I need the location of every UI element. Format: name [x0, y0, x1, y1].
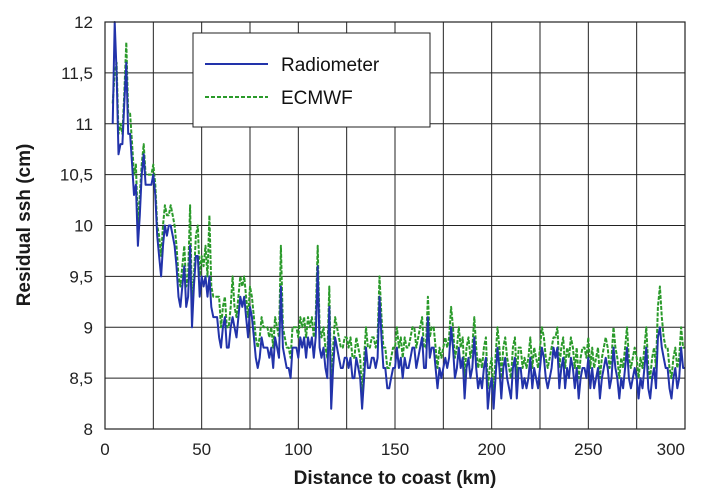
y-tick-label: 10,5	[60, 166, 93, 185]
series-lines	[111, 21, 685, 410]
y-tick-label: 9,5	[69, 267, 93, 286]
x-axis-title: Distance to coast (km)	[294, 468, 497, 488]
y-tick-label: 12	[74, 13, 93, 32]
y-tick-label: 8	[84, 420, 93, 439]
series-line-ecmwf	[111, 41, 685, 400]
y-tick-label: 9	[84, 318, 93, 337]
x-tick-label: 100	[284, 440, 312, 459]
y-tick-label: 11	[75, 115, 93, 134]
series-line-radiometer	[111, 21, 685, 410]
y-tick-labels: 8 8,5 9 9,5 10 10,5 11 11,5 12	[60, 13, 93, 439]
x-tick-label: 200	[477, 440, 505, 459]
x-tick-label: 50	[192, 440, 211, 459]
x-tick-label: 250	[574, 440, 602, 459]
y-tick-label: 10	[74, 217, 93, 236]
x-tick-label: 0	[100, 440, 109, 459]
y-tick-label: 11,5	[61, 64, 93, 83]
legend-label-ecmwf: ECMWF	[281, 88, 353, 109]
legend: Radiometer ECMWF	[192, 32, 431, 128]
plot-frame	[104, 21, 686, 430]
legend-box	[192, 32, 431, 128]
x-tick-label: 300	[657, 440, 685, 459]
y-axis-title: Residual ssh (cm)	[14, 144, 35, 307]
x-tick-labels: 0 50 100 150 200 250 300	[100, 440, 685, 459]
y-tick-label: 8,5	[69, 369, 93, 388]
legend-label-radiometer: Radiometer	[281, 55, 380, 76]
x-tick-label: 150	[381, 440, 409, 459]
